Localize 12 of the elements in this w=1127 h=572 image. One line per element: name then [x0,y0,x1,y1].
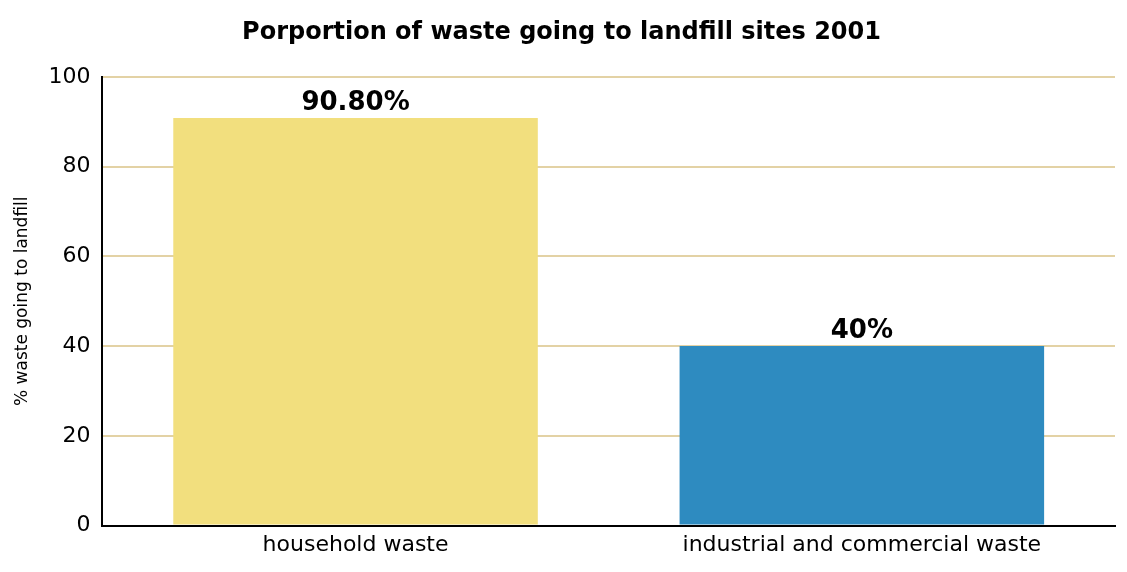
y-tick-label: 60 [62,242,91,268]
x-tick-label: industrial and commercial waste [682,530,1042,556]
data-label: 40% [830,313,893,344]
y-tick-label: 100 [48,62,91,88]
data-label: 90.80% [301,85,410,116]
y-tick-label: 40 [62,331,91,357]
y-tick-label: 0 [76,511,91,537]
y-tick-label: 20 [62,421,91,447]
chart-title: Porportion of waste going to landfill sites 2001 [242,16,881,45]
x-tick-label: household waste [262,530,449,556]
y-tick-label: 80 [62,152,91,178]
y-axis-title: % waste going to landfill [10,196,31,406]
